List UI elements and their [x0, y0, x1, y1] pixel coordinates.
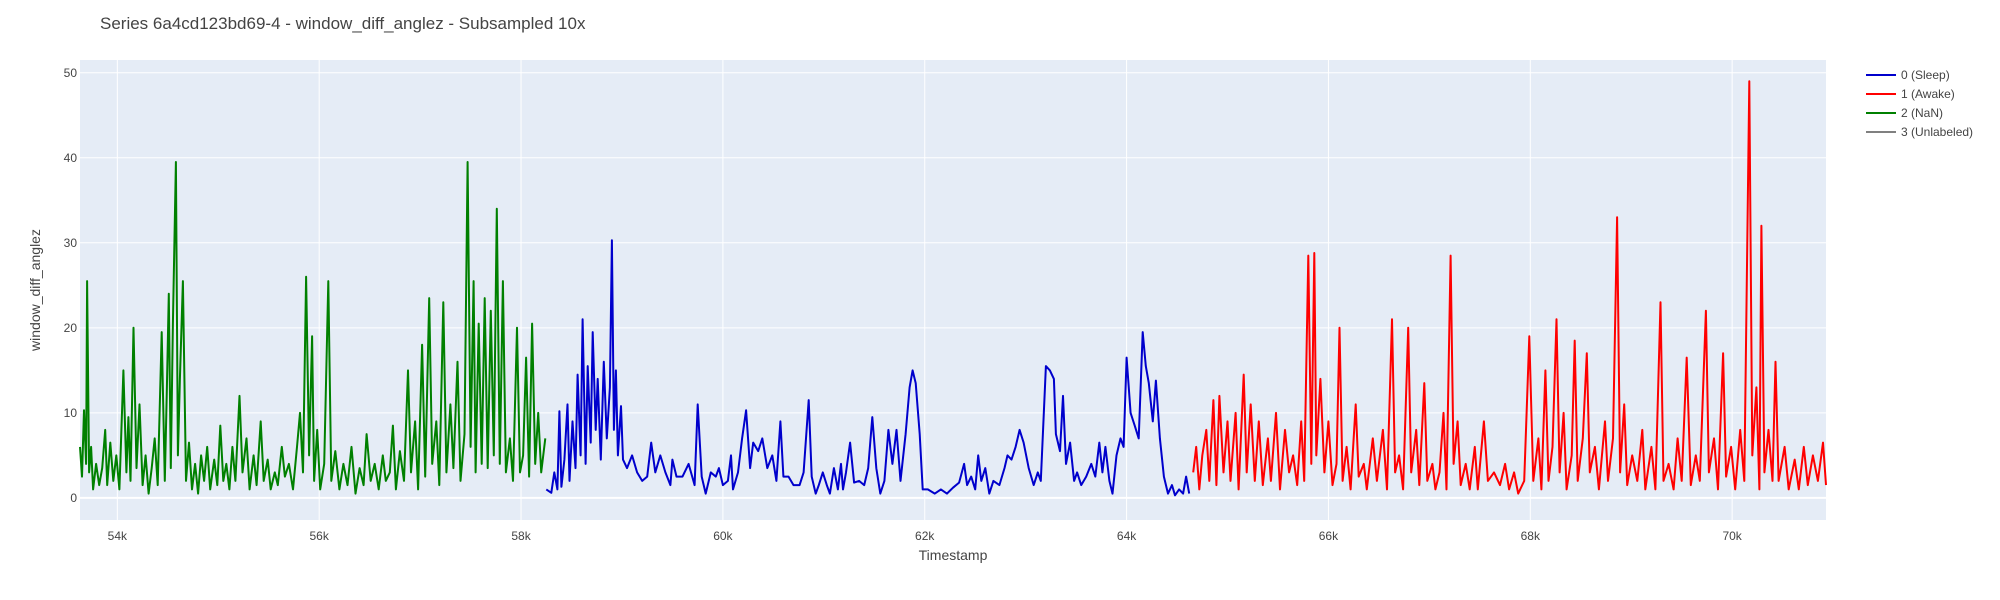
legend-label: 1 (Awake)	[1901, 87, 1955, 101]
series-lines	[79, 80, 1827, 497]
axis-ticks: 54k 56k 58k 60k 62k 64k 66k 68k 70k 0 10 20 30 40 50	[64, 66, 1743, 543]
x-tick-label: 56k	[310, 529, 330, 543]
y-tick-label: 20	[64, 321, 78, 335]
y-tick-label: 0	[70, 491, 77, 505]
legend-item-1[interactable]: 1 (Awake)	[1866, 87, 1955, 101]
series-line-0	[545, 239, 1191, 497]
series-line-1	[1192, 80, 1827, 495]
y-tick-label: 40	[64, 151, 78, 165]
plot-area	[80, 60, 1826, 520]
x-tick-label: 60k	[713, 529, 733, 543]
x-tick-label: 66k	[1319, 529, 1339, 543]
legend-item-2[interactable]: 2 (NaN)	[1866, 106, 1943, 120]
legend-label: 2 (NaN)	[1901, 106, 1943, 120]
x-tick-label: 62k	[915, 529, 935, 543]
legend[interactable]: 0 (Sleep) 1 (Awake) 2 (NaN) 3 (Unlabeled)	[1866, 68, 1973, 139]
x-tick-label: 58k	[511, 529, 531, 543]
series-line-2	[79, 161, 547, 495]
x-axis-title: Timestamp	[919, 547, 988, 563]
gridlines	[80, 60, 1826, 520]
legend-label: 3 (Unlabeled)	[1901, 125, 1973, 139]
chart-title: Series 6a4cd123bd69-4 - window_diff_angl…	[100, 14, 586, 33]
x-tick-label: 64k	[1117, 529, 1137, 543]
x-tick-label: 54k	[108, 529, 128, 543]
legend-label: 0 (Sleep)	[1901, 68, 1950, 82]
legend-item-3[interactable]: 3 (Unlabeled)	[1866, 125, 1973, 139]
y-axis-title: window_diff_anglez	[27, 229, 43, 352]
legend-item-0[interactable]: 0 (Sleep)	[1866, 68, 1950, 82]
x-tick-label: 68k	[1521, 529, 1541, 543]
x-tick-label: 70k	[1722, 529, 1742, 543]
y-tick-label: 50	[64, 66, 78, 80]
y-tick-label: 10	[64, 406, 78, 420]
y-tick-label: 30	[64, 236, 78, 250]
